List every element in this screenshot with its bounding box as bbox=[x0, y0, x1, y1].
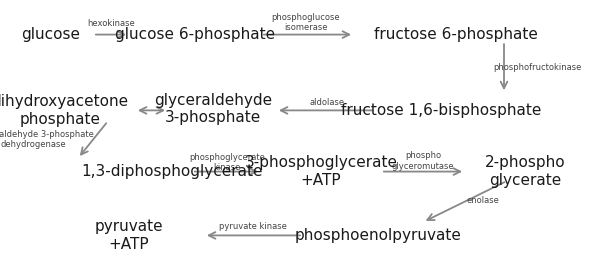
Text: aldolase: aldolase bbox=[310, 98, 344, 107]
Text: fructose 1,6-bisphosphate: fructose 1,6-bisphosphate bbox=[341, 103, 541, 118]
Text: glucose 6-phosphate: glucose 6-phosphate bbox=[115, 27, 275, 42]
Text: pyruvate kinase: pyruvate kinase bbox=[219, 222, 287, 231]
Text: pyruvate
+ATP: pyruvate +ATP bbox=[95, 219, 163, 252]
Text: enolase: enolase bbox=[467, 196, 499, 205]
Text: phosphoglycerate
kinase: phosphoglycerate kinase bbox=[189, 153, 265, 172]
Text: phospho
glyceromutase: phospho glyceromutase bbox=[392, 151, 454, 171]
Text: phosphoglucose
isomerase: phosphoglucose isomerase bbox=[272, 13, 340, 32]
Text: dihydroxyacetone
phosphate: dihydroxyacetone phosphate bbox=[0, 94, 128, 127]
Text: fructose 6-phosphate: fructose 6-phosphate bbox=[374, 27, 538, 42]
Text: glyceraldehyde
3-phosphate: glyceraldehyde 3-phosphate bbox=[154, 93, 272, 125]
Text: glyceraldehyde 3-phosphate
dehydrogenase: glyceraldehyde 3-phosphate dehydrogenase bbox=[0, 130, 94, 149]
Text: glucose: glucose bbox=[22, 27, 80, 42]
Text: phosphoenolpyruvate: phosphoenolpyruvate bbox=[295, 228, 461, 243]
Text: phosphofructokinase: phosphofructokinase bbox=[493, 63, 581, 72]
Text: hexokinase: hexokinase bbox=[87, 19, 135, 28]
Text: 3-phosphoglycerate
+ATP: 3-phosphoglycerate +ATP bbox=[245, 155, 398, 188]
Text: 1,3-diphosphoglycerate: 1,3-diphosphoglycerate bbox=[81, 164, 263, 179]
Text: 2-phospho
glycerate: 2-phospho glycerate bbox=[485, 155, 565, 188]
